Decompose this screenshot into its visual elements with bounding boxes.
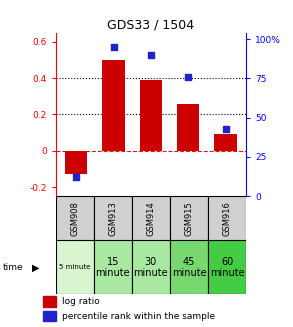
FancyBboxPatch shape [208,196,246,240]
Bar [102,60,125,151]
Text: GSM913: GSM913 [108,201,117,236]
FancyBboxPatch shape [56,240,94,294]
FancyBboxPatch shape [132,240,170,294]
Text: GSM914: GSM914 [146,201,155,236]
Text: 30
minute: 30 minute [134,256,168,278]
FancyBboxPatch shape [94,240,132,294]
Bar [177,104,200,151]
FancyBboxPatch shape [208,240,246,294]
Text: log ratio: log ratio [62,297,100,306]
Point [111,44,116,50]
Text: 60
minute: 60 minute [210,256,244,278]
Point [223,126,228,131]
Text: 5 minute: 5 minute [59,264,91,270]
FancyBboxPatch shape [94,196,132,240]
Bar [65,151,87,174]
Point [74,175,79,180]
Text: GSM915: GSM915 [185,201,193,236]
Bar [140,80,162,151]
FancyBboxPatch shape [132,196,170,240]
Text: GSM916: GSM916 [223,201,231,236]
Text: GSM908: GSM908 [70,201,79,236]
Title: GDS33 / 1504: GDS33 / 1504 [107,19,195,31]
Text: 45
minute: 45 minute [172,256,206,278]
Bar [214,134,237,151]
FancyBboxPatch shape [170,196,208,240]
Bar [43,311,56,321]
FancyBboxPatch shape [170,240,208,294]
Text: ▶: ▶ [32,262,40,272]
Point [186,74,190,79]
Bar [43,296,56,307]
Text: time: time [3,263,23,272]
FancyBboxPatch shape [56,196,94,240]
Point [149,52,153,58]
Text: 15
minute: 15 minute [96,256,130,278]
Text: percentile rank within the sample: percentile rank within the sample [62,312,215,320]
